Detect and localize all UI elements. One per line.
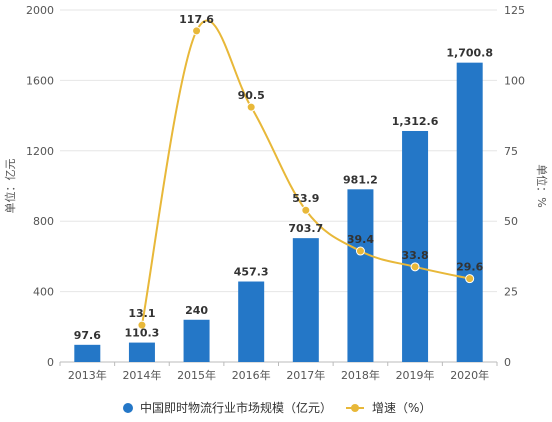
axes: 0 400 800 1200 1600 2000 0 25 50 75 100 125 单位：亿元 单位：… bbox=[3, 4, 549, 382]
y2-tick-label: 100 bbox=[504, 74, 525, 87]
bar bbox=[402, 130, 429, 362]
growth-point bbox=[192, 26, 202, 36]
line-series bbox=[137, 19, 475, 330]
y-tick-label: 1600 bbox=[26, 74, 54, 87]
y2-tick-label: 50 bbox=[504, 215, 518, 228]
growth-point bbox=[301, 205, 311, 215]
x-tick-label: 2019年 bbox=[396, 368, 435, 382]
x-tick-label: 2014年 bbox=[122, 368, 161, 382]
growth-point bbox=[465, 274, 475, 284]
bar bbox=[292, 238, 319, 362]
growth-point bbox=[246, 102, 256, 112]
growth-value-label: 90.5 bbox=[238, 89, 265, 102]
growth-point bbox=[410, 262, 420, 272]
growth-value-label: 13.1 bbox=[128, 307, 155, 320]
bar bbox=[456, 62, 483, 362]
x-tick-label: 2020年 bbox=[450, 368, 489, 382]
x-tick-label: 2017年 bbox=[286, 368, 325, 382]
bar-series bbox=[74, 62, 483, 362]
y-tick-label: 1200 bbox=[26, 145, 54, 158]
growth-point bbox=[355, 246, 365, 256]
bar-value-label: 240 bbox=[185, 304, 208, 317]
growth-point bbox=[137, 320, 147, 330]
gridlines bbox=[60, 9, 497, 363]
growth-value-label: 53.9 bbox=[292, 192, 319, 205]
bar bbox=[183, 319, 210, 362]
legend-bar-label: 中国即时物流行业市场规模（亿元） bbox=[140, 400, 332, 415]
y-tick-label: 400 bbox=[33, 286, 54, 299]
legend-line-marker bbox=[351, 404, 359, 412]
y2-axis-title: 单位：% bbox=[535, 164, 549, 207]
bar-value-label: 97.6 bbox=[74, 329, 101, 342]
bar-value-label: 110.3 bbox=[125, 327, 160, 340]
bar bbox=[128, 342, 155, 362]
bar-value-label: 1,700.8 bbox=[446, 47, 493, 60]
y2-tick-label: 25 bbox=[504, 286, 518, 299]
bar bbox=[238, 281, 265, 362]
bar bbox=[347, 189, 374, 362]
legend-line-label: 增速（%） bbox=[372, 401, 431, 415]
bar-value-label: 457.3 bbox=[234, 266, 269, 279]
x-tick-label: 2016年 bbox=[232, 368, 271, 382]
y-tick-label: 800 bbox=[33, 215, 54, 228]
growth-value-label: 39.4 bbox=[347, 233, 374, 246]
legend-bar-swatch bbox=[123, 403, 133, 413]
growth-value-label: 117.6 bbox=[179, 13, 214, 26]
legend: 中国即时物流行业市场规模（亿元） 增速（%） bbox=[123, 400, 431, 415]
bar-value-label: 703.7 bbox=[288, 222, 323, 235]
y-tick-label: 2000 bbox=[26, 4, 54, 17]
bar-value-label: 1,312.6 bbox=[392, 115, 439, 128]
growth-line bbox=[140, 19, 470, 326]
y2-tick-label: 75 bbox=[504, 145, 518, 158]
data-labels: 97.6 110.3 240 457.3 703.7 981.2 1,312.6 1,700.… bbox=[74, 13, 493, 342]
x-tick-label: 2015年 bbox=[177, 368, 216, 382]
growth-value-label: 33.8 bbox=[401, 249, 428, 262]
growth-value-label: 29.6 bbox=[456, 261, 483, 274]
y2-tick-label: 0 bbox=[504, 356, 511, 369]
x-tick-label: 2013年 bbox=[68, 368, 107, 382]
bar bbox=[74, 344, 101, 362]
x-tick-label: 2018年 bbox=[341, 368, 380, 382]
y2-tick-label: 125 bbox=[504, 4, 525, 17]
y-axis-title: 单位：亿元 bbox=[3, 159, 17, 214]
bar-value-label: 981.2 bbox=[343, 173, 378, 186]
y-tick-label: 0 bbox=[47, 356, 54, 369]
